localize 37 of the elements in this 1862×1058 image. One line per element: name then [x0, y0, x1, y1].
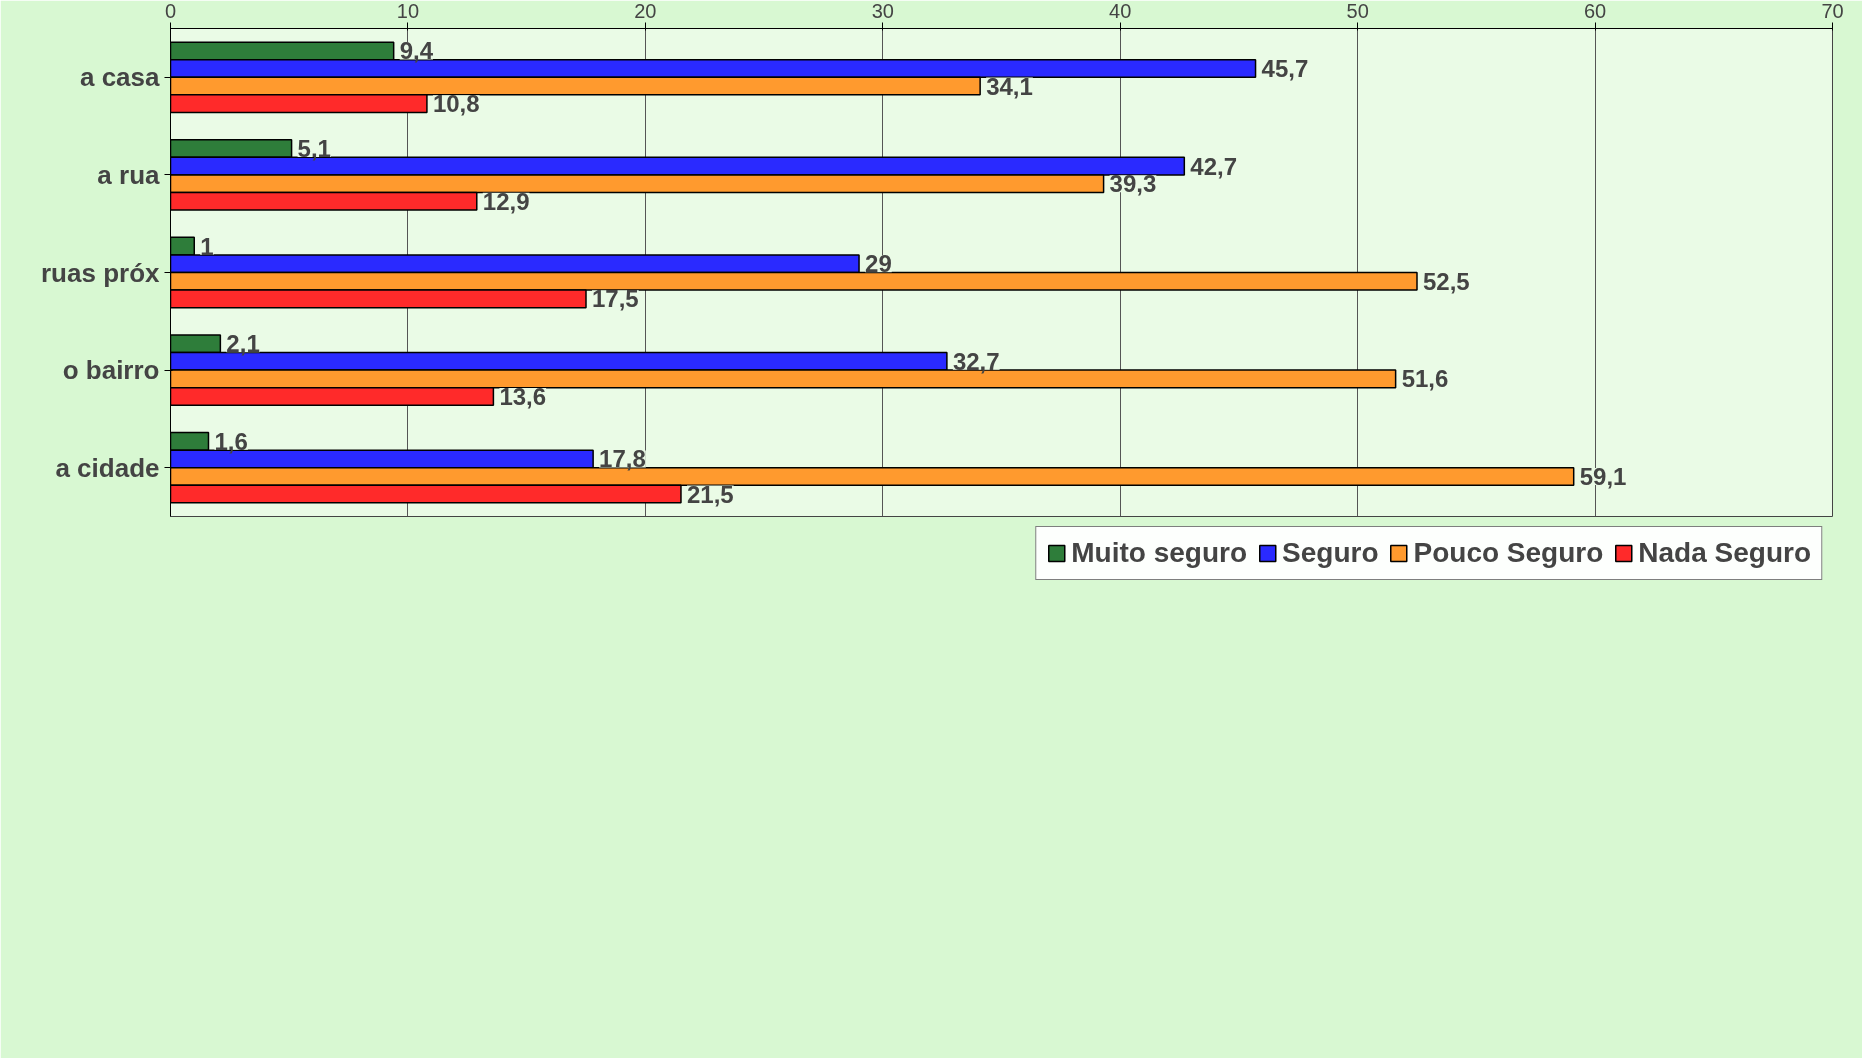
data-label: 12,9 [482, 187, 530, 215]
data-label: 13,6 [499, 382, 547, 410]
data-label: 1 [200, 232, 214, 260]
data-label: 32,7 [952, 347, 1000, 375]
data-label: 42,7 [1190, 152, 1238, 180]
data-label: 39,3 [1109, 170, 1157, 198]
data-label: 10,8 [432, 90, 480, 118]
y-tick-label: ruas próx [41, 257, 161, 288]
x-tick-label: 30 [871, 0, 894, 22]
data-label: 21,5 [686, 480, 734, 508]
y-tick-label: a casa [79, 62, 161, 93]
x-tick-label: 10 [396, 0, 420, 22]
x-tick-label: 70 [1821, 0, 1844, 22]
legend-label: Seguro [1282, 537, 1379, 569]
data-label: 17,5 [592, 285, 639, 313]
x-tick-label: 0 [164, 0, 177, 22]
data-label: 45,7 [1261, 55, 1309, 83]
legend-label: Pouco Seguro [1413, 537, 1604, 569]
y-tick-label: a cidade [55, 452, 160, 483]
data-label: 34,1 [986, 72, 1033, 100]
data-label: 1,6 [214, 427, 248, 455]
data-label: 51,6 [1401, 365, 1449, 393]
data-label: 5,1 [297, 135, 331, 163]
data-label: 29 [865, 250, 892, 278]
x-tick-label: 60 [1583, 0, 1607, 22]
data-label: 2,1 [226, 330, 260, 358]
data-label: 9,4 [399, 37, 434, 65]
y-tick-label: o bairro [62, 355, 160, 386]
y-tick-label: a rua [97, 159, 161, 190]
x-tick-label: 20 [634, 0, 657, 22]
data-label: 59,1 [1579, 462, 1627, 490]
legend-label: Muito seguro [1071, 537, 1248, 569]
data-label: 52,5 [1423, 267, 1470, 295]
legend-label: Nada Seguro [1638, 537, 1811, 569]
x-tick-label: 40 [1109, 0, 1132, 22]
data-label: 17,8 [599, 445, 646, 473]
x-tick-label: 50 [1346, 0, 1369, 22]
